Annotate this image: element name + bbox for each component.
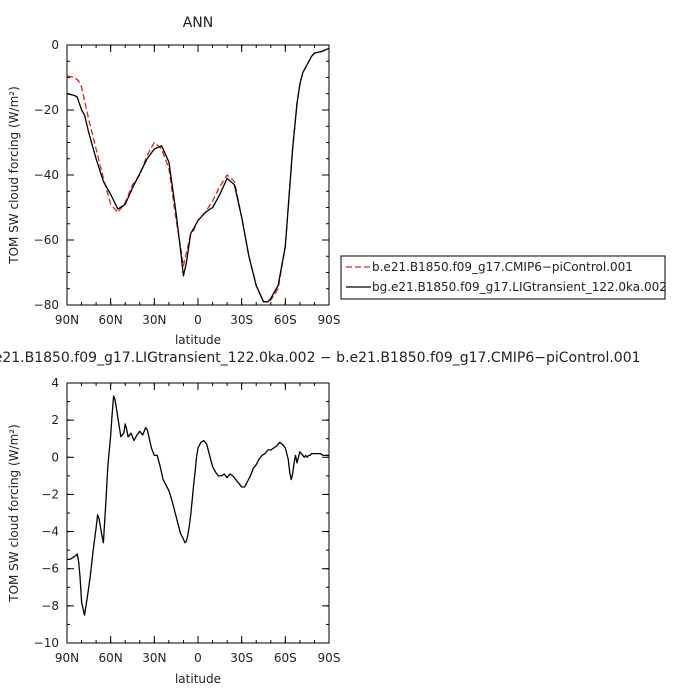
chart1-x-axis-label: latitude xyxy=(175,333,221,347)
chart2-title: bg.e21.B1850.f09_g17.LIGtransient_122.0k… xyxy=(0,350,641,366)
chart2-x-axis-label: latitude xyxy=(175,672,221,686)
chart1-title: ANN xyxy=(183,15,214,31)
chart1-series-line-2 xyxy=(66,47,330,303)
chart2-x-tick-label: 60N xyxy=(99,651,123,665)
legend-label-2: bg.e21.B1850.f09_g17.LIGtransient_122.0k… xyxy=(372,280,667,294)
chart2-y-tick-label: 2 xyxy=(51,413,59,427)
chart2-x-tick-label: 30S xyxy=(230,651,253,665)
chart1-x-tick-label: 0 xyxy=(194,313,202,327)
chart1-y-tick-label: −60 xyxy=(34,233,59,247)
chart2-x-tick-label: 0 xyxy=(194,651,202,665)
chart2-y-tick-label: −8 xyxy=(41,599,59,613)
chart2-series-line-1 xyxy=(67,395,329,616)
chart2-y-tick-label: −10 xyxy=(34,636,59,650)
chart1-y-tick-label: −40 xyxy=(34,168,59,182)
chart1-x-tick-label: 30S xyxy=(230,313,253,327)
chart2-x-tick-label: 90S xyxy=(318,651,341,665)
chart1-x-tick-label: 90N xyxy=(55,313,79,327)
chart1-x-tick-label: 60N xyxy=(99,313,123,327)
chart1-y-axis-label: TOM SW cloud forcing (W/m²) xyxy=(7,86,21,265)
chart2-y-tick-label: −6 xyxy=(41,562,59,576)
chart1-x-tick-label: 90S xyxy=(318,313,341,327)
chart2-x-tick-label: 90N xyxy=(55,651,79,665)
chart1-y-tick-label: 0 xyxy=(51,38,59,52)
legend-box xyxy=(340,255,666,300)
chart1-series-line-1 xyxy=(66,47,330,303)
chart2-y-tick-label: −2 xyxy=(41,487,59,501)
chart1-plot-frame xyxy=(66,44,330,306)
legend-label-1: b.e21.B1850.f09_g17.CMIP6−piControl.001 xyxy=(372,260,633,274)
chart2-x-tick-label: 30N xyxy=(142,651,166,665)
chart1-y-tick-label: −80 xyxy=(34,298,59,312)
chart2-x-tick-label: 60S xyxy=(274,651,297,665)
chart1-x-tick-label: 60S xyxy=(274,313,297,327)
chart2-y-tick-label: −4 xyxy=(41,525,59,539)
chart1-y-tick-label: −20 xyxy=(34,103,59,117)
chart2-y-axis-label: TOM SW cloud forcing (W/m²) xyxy=(7,424,21,603)
chart2-y-tick-label: 4 xyxy=(51,376,59,390)
chart1-x-tick-label: 30N xyxy=(142,313,166,327)
chart2-y-tick-label: 0 xyxy=(51,450,59,464)
chart2-plot-frame xyxy=(66,382,330,644)
